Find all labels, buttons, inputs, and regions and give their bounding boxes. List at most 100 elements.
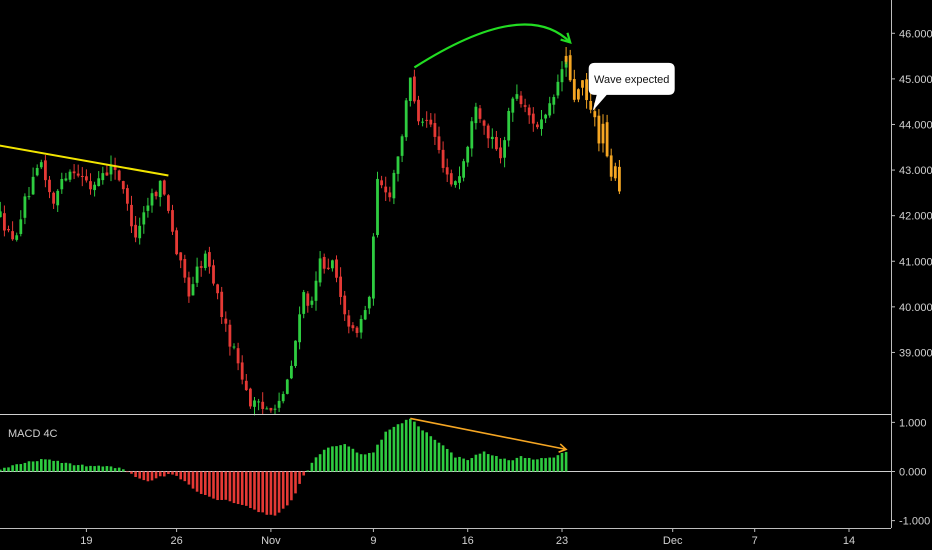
candle bbox=[544, 113, 547, 124]
candle-body bbox=[413, 76, 416, 102]
candle-body bbox=[277, 400, 281, 408]
time-axis[interactable]: 19 26 Nov 9 16 23 Dec 7 14 bbox=[0, 528, 891, 547]
candle-body bbox=[253, 400, 256, 407]
curved-arrow-path bbox=[413, 23, 571, 69]
macd-bar bbox=[277, 471, 281, 513]
candle bbox=[183, 254, 187, 283]
candle bbox=[314, 271, 318, 311]
candle bbox=[113, 157, 117, 180]
macd-bar bbox=[257, 471, 260, 513]
candle-body bbox=[613, 166, 617, 179]
macd-tick-label: 0.000 bbox=[899, 467, 927, 479]
time-tick-label: 26 bbox=[170, 535, 182, 547]
candle-body bbox=[162, 180, 166, 195]
macd-bar bbox=[290, 471, 293, 501]
resistance-trendline[interactable] bbox=[0, 144, 169, 177]
candle-body bbox=[445, 167, 449, 175]
macd-bar bbox=[273, 471, 277, 516]
macd-pane: MACD 4C bbox=[0, 417, 891, 516]
candle-body bbox=[212, 265, 215, 284]
curved-arrow-head bbox=[560, 32, 572, 45]
macd-bar bbox=[76, 465, 80, 472]
candle bbox=[421, 118, 424, 127]
projected-candle bbox=[581, 80, 584, 96]
candle-body bbox=[7, 229, 10, 231]
candle bbox=[232, 343, 236, 350]
candle bbox=[15, 232, 19, 242]
macd-bar bbox=[294, 471, 297, 494]
candle bbox=[458, 166, 461, 190]
candle bbox=[134, 216, 137, 243]
macd-bar bbox=[52, 460, 55, 472]
candle bbox=[146, 197, 150, 218]
candle-body bbox=[60, 179, 64, 190]
macd-bar bbox=[179, 471, 182, 480]
candle-body bbox=[458, 176, 461, 183]
candle-body bbox=[232, 346, 236, 348]
candle-body bbox=[478, 108, 482, 119]
candle-body bbox=[113, 165, 117, 170]
candle-body bbox=[236, 348, 240, 364]
macd-bar bbox=[318, 454, 322, 472]
candle-body bbox=[318, 258, 322, 283]
candle bbox=[339, 267, 342, 305]
candle-body bbox=[306, 293, 310, 306]
projected-candle bbox=[572, 69, 576, 103]
candle-body bbox=[372, 236, 375, 299]
macd-bar bbox=[27, 461, 31, 472]
candle-body bbox=[433, 123, 437, 137]
price-axis[interactable]: 39.000 40.000 41.000 42.000 43.000 44.000 45.0… bbox=[891, 0, 932, 528]
macd-bar bbox=[56, 460, 59, 472]
candle-body bbox=[572, 79, 576, 100]
candle bbox=[306, 291, 310, 313]
candle bbox=[158, 180, 162, 207]
macd-divergence-arrow[interactable] bbox=[410, 417, 568, 453]
price-candles bbox=[0, 58, 568, 416]
candle bbox=[384, 176, 388, 201]
macd-bar bbox=[564, 451, 568, 472]
candle bbox=[326, 258, 330, 271]
candle-body bbox=[568, 55, 572, 81]
candle bbox=[89, 173, 92, 195]
candle bbox=[417, 95, 420, 126]
candle bbox=[400, 134, 404, 163]
macd-bar bbox=[236, 471, 240, 505]
wave-expected-callout[interactable]: Wave expected bbox=[588, 62, 675, 111]
macd-bar bbox=[64, 462, 68, 472]
candle-body bbox=[544, 114, 547, 119]
candle-body bbox=[339, 276, 342, 297]
macd-bar bbox=[228, 471, 232, 502]
candle-body bbox=[396, 156, 400, 174]
candle bbox=[203, 250, 207, 271]
macd-bar bbox=[433, 439, 437, 472]
candle-body bbox=[470, 121, 474, 149]
candle-body bbox=[134, 224, 137, 238]
candle bbox=[208, 246, 211, 274]
macd-bar bbox=[552, 457, 556, 472]
macd-bar bbox=[384, 431, 387, 472]
candle-body bbox=[441, 149, 445, 168]
candle bbox=[376, 171, 379, 238]
macd-bar bbox=[503, 458, 506, 472]
candle bbox=[64, 172, 68, 182]
macd-bar bbox=[450, 452, 453, 472]
candle-body bbox=[109, 164, 113, 175]
macd-bar bbox=[44, 459, 47, 472]
candle-body bbox=[421, 121, 424, 123]
candle-body bbox=[56, 190, 60, 206]
macd-bar bbox=[363, 454, 367, 472]
macd-axis-ticks: -1.000 0.000 1.000 bbox=[891, 417, 930, 528]
candle bbox=[277, 392, 281, 412]
price-tick-label: 39.000 bbox=[899, 347, 932, 359]
candle-body bbox=[359, 318, 363, 333]
candle-body bbox=[609, 155, 613, 177]
candle-body bbox=[417, 99, 420, 122]
macd-bar bbox=[212, 471, 215, 499]
candle-body bbox=[523, 105, 527, 107]
projected-wave bbox=[564, 47, 621, 195]
macd-bar bbox=[163, 471, 166, 477]
candle bbox=[7, 225, 10, 233]
candle bbox=[216, 283, 219, 300]
curved-arrow[interactable] bbox=[413, 23, 572, 69]
